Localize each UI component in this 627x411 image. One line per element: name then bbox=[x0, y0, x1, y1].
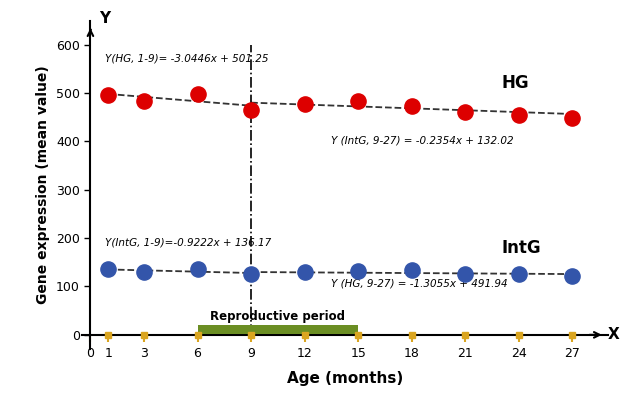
Text: IntG: IntG bbox=[501, 239, 540, 256]
Text: HG: HG bbox=[501, 74, 529, 92]
Point bbox=[514, 270, 524, 277]
X-axis label: Age (months): Age (months) bbox=[287, 371, 403, 386]
Point bbox=[192, 266, 203, 272]
Point bbox=[139, 269, 149, 275]
Point bbox=[246, 107, 256, 113]
Point bbox=[514, 111, 524, 118]
Point bbox=[192, 90, 203, 97]
Text: Y(IntG, 1-9)=-0.9222x + 136.17: Y(IntG, 1-9)=-0.9222x + 136.17 bbox=[105, 238, 271, 247]
Point bbox=[103, 266, 113, 272]
Point bbox=[567, 272, 577, 279]
Y-axis label: Gene expression (mean value): Gene expression (mean value) bbox=[36, 66, 50, 304]
Point bbox=[300, 101, 310, 108]
Text: Y(HG, 1-9)= -3.0446x + 501.25: Y(HG, 1-9)= -3.0446x + 501.25 bbox=[105, 54, 268, 64]
Text: Y: Y bbox=[99, 12, 110, 26]
Point bbox=[460, 109, 470, 116]
Point bbox=[103, 91, 113, 98]
Text: Y (IntG, 9-27) = -0.2354x + 132.02: Y (IntG, 9-27) = -0.2354x + 132.02 bbox=[332, 136, 514, 146]
Text: X: X bbox=[608, 327, 620, 342]
Point bbox=[460, 270, 470, 277]
Point bbox=[246, 271, 256, 278]
Point bbox=[567, 114, 577, 121]
Text: Reproductive period: Reproductive period bbox=[211, 310, 345, 323]
Point bbox=[353, 98, 363, 104]
Point bbox=[300, 269, 310, 275]
Point bbox=[139, 97, 149, 104]
Text: Y (HG, 9-27) = -1.3055x + 491.94: Y (HG, 9-27) = -1.3055x + 491.94 bbox=[332, 279, 508, 289]
Point bbox=[353, 268, 363, 274]
Point bbox=[407, 266, 417, 273]
Point bbox=[407, 102, 417, 109]
Bar bbox=[198, 325, 358, 334]
